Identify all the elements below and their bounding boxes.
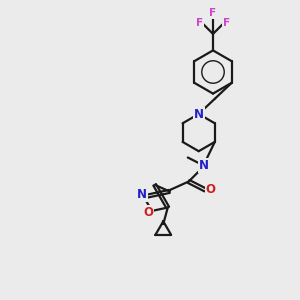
Text: F: F [209,8,217,19]
Text: N: N [194,107,204,121]
Text: F: F [223,18,230,28]
Text: O: O [143,206,153,219]
Text: O: O [206,183,216,196]
Text: N: N [137,188,147,201]
Text: N: N [199,159,209,172]
Text: F: F [196,18,203,28]
